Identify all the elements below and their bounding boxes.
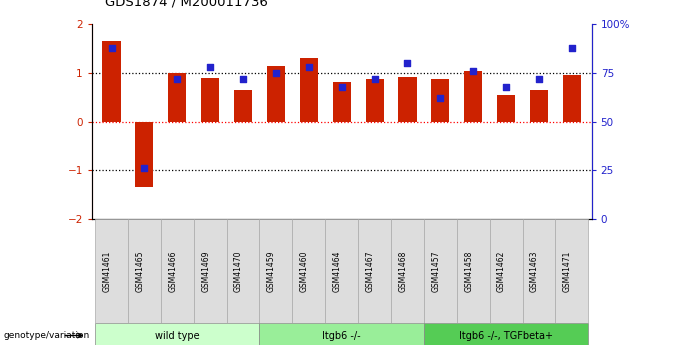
Bar [424, 323, 588, 345]
Point [468, 68, 479, 74]
Bar [398, 77, 417, 122]
Bar [556, 219, 588, 323]
Bar [103, 41, 120, 122]
Text: genotype/variation: genotype/variation [3, 331, 90, 340]
Point [237, 76, 248, 81]
Text: GSM41461: GSM41461 [103, 250, 112, 292]
Bar [366, 79, 384, 122]
Bar [431, 79, 449, 122]
Bar [292, 219, 325, 323]
Point [139, 166, 150, 171]
Text: wild type: wild type [155, 331, 200, 341]
Point [500, 84, 511, 89]
Bar [161, 219, 194, 323]
Bar [457, 219, 490, 323]
Bar [333, 82, 351, 122]
Point [566, 45, 577, 50]
Text: GSM41470: GSM41470 [234, 250, 243, 292]
Bar [260, 219, 292, 323]
Text: GSM41464: GSM41464 [333, 250, 341, 292]
Bar [490, 219, 522, 323]
Bar [95, 323, 260, 345]
Point [534, 76, 545, 81]
Point [106, 45, 117, 50]
Text: GSM41471: GSM41471 [563, 250, 572, 292]
Bar [226, 219, 260, 323]
Text: GSM41467: GSM41467 [366, 250, 375, 292]
Text: GSM41459: GSM41459 [267, 250, 276, 292]
Text: GSM41460: GSM41460 [300, 250, 309, 292]
Bar [201, 78, 219, 122]
Bar [522, 219, 556, 323]
Point [271, 70, 282, 76]
Bar [194, 219, 226, 323]
Bar [95, 219, 128, 323]
Bar [391, 219, 424, 323]
Point [336, 84, 347, 89]
Bar [267, 66, 285, 122]
Text: Itgb6 -/-, TGFbeta+: Itgb6 -/-, TGFbeta+ [459, 331, 553, 341]
Text: GSM41465: GSM41465 [135, 250, 144, 292]
Point [402, 60, 413, 66]
Bar [168, 73, 186, 122]
Bar [300, 58, 318, 122]
Bar [563, 75, 581, 122]
Text: GSM41457: GSM41457 [431, 250, 441, 292]
Bar [128, 219, 161, 323]
Point [205, 64, 216, 70]
Point [369, 76, 380, 81]
Bar [234, 90, 252, 122]
Bar [530, 90, 548, 122]
Text: GSM41469: GSM41469 [201, 250, 210, 292]
Text: Itgb6 -/-: Itgb6 -/- [322, 331, 361, 341]
Point [172, 76, 183, 81]
Point [435, 96, 446, 101]
Bar [135, 122, 154, 187]
Text: GDS1874 / M200011736: GDS1874 / M200011736 [105, 0, 269, 9]
Point [303, 64, 314, 70]
Bar [358, 219, 391, 323]
Bar [464, 71, 482, 122]
Text: GSM41462: GSM41462 [497, 250, 506, 292]
Text: GSM41463: GSM41463 [530, 250, 539, 292]
Bar [260, 323, 424, 345]
Bar [424, 219, 457, 323]
Bar [497, 95, 515, 122]
Text: GSM41466: GSM41466 [168, 250, 177, 292]
Bar [325, 219, 358, 323]
Text: GSM41458: GSM41458 [464, 250, 473, 292]
Text: GSM41468: GSM41468 [398, 250, 407, 292]
